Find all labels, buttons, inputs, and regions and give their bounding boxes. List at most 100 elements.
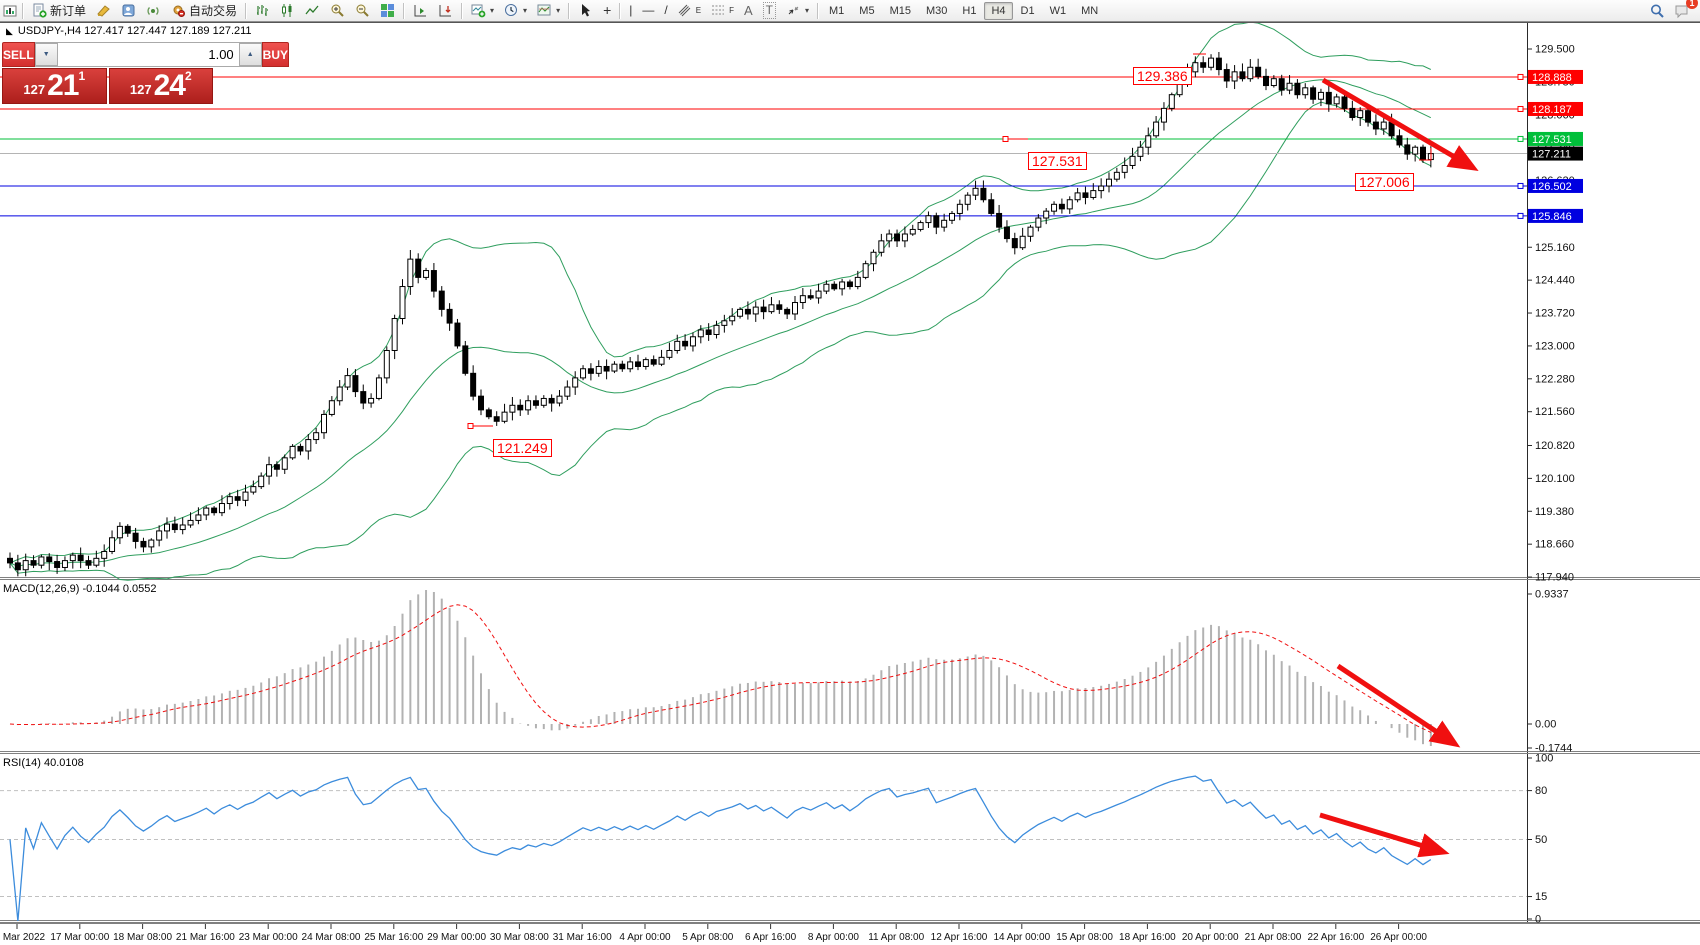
horizontal-line-icon: —: [642, 3, 655, 17]
time-tick-label[interactable]: 11 Apr 08:00: [868, 932, 924, 943]
current-price-label-bg[interactable]: [1528, 146, 1583, 161]
time-tick-label[interactable]: 20 Apr 00:00: [1182, 932, 1239, 943]
volume-increase-button[interactable]: ▲: [238, 43, 262, 66]
text-tool-button[interactable]: A: [739, 0, 758, 21]
timeframe-D1[interactable]: D1: [1020, 4, 1035, 17]
time-tick-label[interactable]: 8 Apr 00:00: [808, 932, 860, 943]
price-annotation[interactable]: 121.249: [493, 439, 552, 457]
chart-shift-button[interactable]: [408, 0, 433, 21]
tile-windows-button[interactable]: [375, 0, 400, 21]
chart-window-icon[interactable]: [2, 3, 17, 18]
time-tick-label[interactable]: 4 Apr 00:00: [619, 932, 671, 943]
price-line-label-bg[interactable]: [1528, 101, 1583, 116]
price-line-label-bg[interactable]: [1528, 69, 1583, 84]
time-tick-label[interactable]: 15 Apr 08:00: [1056, 932, 1113, 943]
time-tick-label[interactable]: 30 Mar 08:00: [490, 932, 549, 943]
candle-body: [336, 386, 343, 402]
trend-arrow[interactable]: [1319, 812, 1450, 858]
time-tick-label[interactable]: 18 Mar 08:00: [113, 932, 172, 943]
timeframe-H4[interactable]: H4: [984, 1, 1013, 20]
time-tick-label[interactable]: 18 Apr 16:00: [1119, 932, 1176, 943]
buy-button[interactable]: BUY: [261, 42, 290, 67]
notifications-button[interactable]: 1: [1669, 0, 1698, 21]
periods-button[interactable]: ▾: [499, 0, 532, 21]
buy-price-box[interactable]: 127 24 2: [108, 68, 213, 104]
price-line-label-bg[interactable]: [1528, 208, 1583, 223]
time-tick-label[interactable]: 15 Mar 2022: [0, 932, 46, 943]
fibonacci-tool-button[interactable]: F: [706, 0, 739, 21]
sell-price-small: 127: [23, 82, 46, 97]
search-button[interactable]: [1644, 0, 1669, 21]
styler-button[interactable]: [91, 0, 116, 21]
annotation-handle[interactable]: [467, 423, 474, 429]
timeframe-MN[interactable]: MN: [1081, 4, 1099, 17]
candle-body: [54, 561, 61, 568]
time-tick-label[interactable]: 14 Apr 00:00: [993, 932, 1050, 943]
autotrade-button[interactable]: 自动交易: [166, 0, 242, 21]
horizontal-line-tool-button[interactable]: —: [637, 0, 659, 21]
time-tick-label[interactable]: 17 Mar 00:00: [50, 932, 109, 943]
line-chart-button[interactable]: [300, 0, 325, 21]
price-line-label-bg[interactable]: [1528, 178, 1583, 193]
time-tick-label[interactable]: 12 Apr 16:00: [931, 932, 988, 943]
market-watch-button[interactable]: [116, 0, 141, 21]
zoom-in-button[interactable]: [325, 0, 350, 21]
time-tick-label[interactable]: 6 Apr 16:00: [745, 932, 797, 943]
templates-button[interactable]: ▾: [532, 0, 565, 21]
bar-chart-button[interactable]: [250, 0, 275, 21]
time-tick-label[interactable]: 5 Apr 08:00: [682, 932, 734, 943]
candle-body: [391, 318, 398, 351]
timeframe-M5[interactable]: M5: [859, 4, 875, 17]
crosshair-tool-button[interactable]: +: [598, 0, 616, 21]
timeframe-M30[interactable]: M30: [925, 4, 948, 17]
zoom-out-button[interactable]: [350, 0, 375, 21]
candle-body: [30, 560, 37, 566]
main-toolbar: 新订单 自动交易: [0, 0, 1700, 22]
time-tick-label[interactable]: 21 Mar 16:00: [176, 932, 235, 943]
line-handle[interactable]: [1517, 212, 1524, 219]
new-order-button[interactable]: 新订单: [27, 0, 91, 21]
time-tick-label[interactable]: 26 Apr 00:00: [1370, 932, 1427, 943]
candle-body: [1294, 82, 1301, 96]
time-tick-label[interactable]: 25 Mar 16:00: [364, 932, 423, 943]
time-tick-label[interactable]: 21 Apr 08:00: [1245, 932, 1302, 943]
volume-input[interactable]: [57, 43, 239, 66]
trendline-tool-button[interactable]: /: [659, 0, 672, 21]
trend-arrow[interactable]: [1336, 663, 1461, 748]
price-line-label-bg[interactable]: [1528, 131, 1583, 146]
notification-badge: 1: [1686, 0, 1698, 9]
chart-canvas[interactable]: 129.500128.780128.060127.340126.620125.1…: [0, 22, 1700, 945]
annotation-handle[interactable]: [1002, 136, 1009, 142]
price-annotation[interactable]: 127.006: [1355, 173, 1414, 191]
line-handle[interactable]: [1517, 182, 1524, 189]
candle-chart-button[interactable]: [275, 0, 300, 21]
cursor-tool-button[interactable]: [573, 0, 598, 21]
time-tick-label[interactable]: 24 Mar 08:00: [302, 932, 361, 943]
sell-button[interactable]: SELL: [2, 42, 35, 67]
price-annotation[interactable]: 127.531: [1028, 152, 1087, 170]
timeframe-M15[interactable]: M15: [889, 4, 911, 17]
line-handle[interactable]: [1517, 105, 1524, 112]
arrows-tool-button[interactable]: ▾: [781, 0, 814, 21]
volume-decrease-button[interactable]: ▼: [34, 43, 58, 66]
time-tick-label[interactable]: 29 Mar 00:00: [427, 932, 486, 943]
auto-scroll-button[interactable]: [433, 0, 458, 21]
text-label-tool-button[interactable]: T: [758, 0, 781, 21]
time-tick-label[interactable]: 22 Apr 16:00: [1307, 932, 1364, 943]
candle-body: [250, 486, 257, 493]
line-handle[interactable]: [1517, 135, 1524, 142]
price-annotation[interactable]: 129.386: [1133, 67, 1192, 85]
channel-tool-button[interactable]: E: [673, 0, 706, 21]
line-handle[interactable]: [1517, 73, 1524, 80]
vertical-line-tool-button[interactable]: |: [624, 0, 637, 21]
time-tick-label[interactable]: 23 Mar 00:00: [239, 932, 298, 943]
candle-body: [619, 363, 626, 370]
sell-price-box[interactable]: 127 21 1: [2, 68, 107, 104]
timeframe-H1[interactable]: H1: [962, 4, 977, 17]
add-indicator-button[interactable]: ▾: [466, 0, 499, 21]
trend-arrow[interactable]: [1321, 77, 1479, 172]
timeframe-M1[interactable]: M1: [829, 4, 845, 17]
time-tick-label[interactable]: 31 Mar 16:00: [553, 932, 612, 943]
timeframe-W1[interactable]: W1: [1049, 4, 1067, 17]
signals-button[interactable]: [141, 0, 166, 21]
